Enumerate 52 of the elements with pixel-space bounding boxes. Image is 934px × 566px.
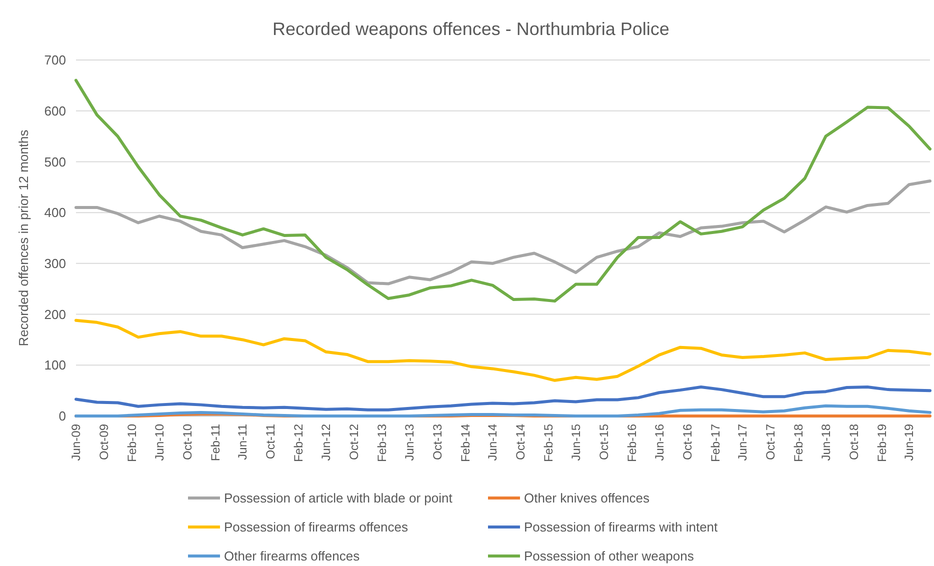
- x-tick-label: Jun-12: [319, 424, 334, 461]
- x-tick-label: Oct-10: [180, 424, 194, 460]
- x-tick-label: Jun-14: [486, 424, 500, 461]
- x-tick-label: Jun-17: [736, 424, 750, 461]
- line-series: [74, 180, 932, 286]
- y-tick-label: 0: [58, 408, 66, 424]
- y-tick-label: 600: [44, 103, 66, 118]
- x-tick-label: Oct-12: [347, 424, 362, 460]
- x-tick-label: Feb-11: [208, 424, 222, 462]
- legend-label: Possession of firearms with intent: [524, 520, 718, 535]
- y-tick-label: 300: [44, 256, 66, 271]
- x-tick-label: Feb-16: [624, 424, 639, 462]
- line-series: [74, 404, 932, 418]
- x-tick-label: Oct-11: [264, 424, 278, 460]
- legend-label: Other knives offences: [524, 490, 650, 506]
- line-series: [74, 318, 932, 382]
- legend-label: Other firearms offences: [224, 548, 360, 564]
- x-tick-label: Jun-16: [652, 424, 666, 461]
- legend-label: Possession of firearms offences: [224, 520, 409, 535]
- x-tick-label: Feb-19: [874, 424, 889, 462]
- x-tick-label: Feb-13: [375, 424, 390, 462]
- x-tick-label: Oct-14: [514, 424, 528, 460]
- x-tick-label: Jun-11: [236, 424, 250, 460]
- x-tick-label: Feb-15: [542, 424, 556, 462]
- x-tick-label: Jun-09: [69, 424, 84, 461]
- x-tick-label: Feb-18: [792, 424, 806, 462]
- x-tick-label: Jun-10: [152, 424, 166, 461]
- y-tick-label: 200: [44, 306, 66, 322]
- legend-label: Possession of article with blade or point: [224, 490, 453, 506]
- y-tick-label: 400: [44, 205, 66, 220]
- x-tick-label: Feb-10: [125, 424, 140, 462]
- y-tick-label: 500: [44, 154, 66, 170]
- x-tick-label: Oct-15: [596, 424, 611, 460]
- x-tick-label: Feb-12: [292, 424, 306, 462]
- x-tick-label: Jun-18: [818, 424, 833, 461]
- x-tick-label: Oct-13: [430, 424, 444, 460]
- x-tick-label: Oct-09: [97, 424, 112, 460]
- y-tick-label: 700: [44, 52, 66, 68]
- line-series: [74, 78, 932, 303]
- x-tick-label: Jun-15: [568, 424, 583, 461]
- x-tick-label: Feb-14: [458, 424, 472, 462]
- legend-label: Possession of other weapons: [524, 548, 694, 564]
- line-series: [74, 386, 932, 412]
- x-tick-label: Oct-18: [846, 424, 861, 460]
- y-axis-title: Recorded offences in prior 12 months: [16, 129, 31, 346]
- x-tick-label: Feb-17: [708, 424, 722, 462]
- chart-title: Recorded weapons offences - Northumbria Police: [272, 19, 670, 39]
- x-tick-label: Jun-19: [902, 424, 916, 461]
- x-tick-label: Oct-17: [764, 424, 778, 460]
- y-tick-label: 100: [44, 358, 66, 373]
- x-tick-label: Oct-16: [680, 424, 694, 460]
- x-tick-label: Jun-13: [402, 424, 416, 461]
